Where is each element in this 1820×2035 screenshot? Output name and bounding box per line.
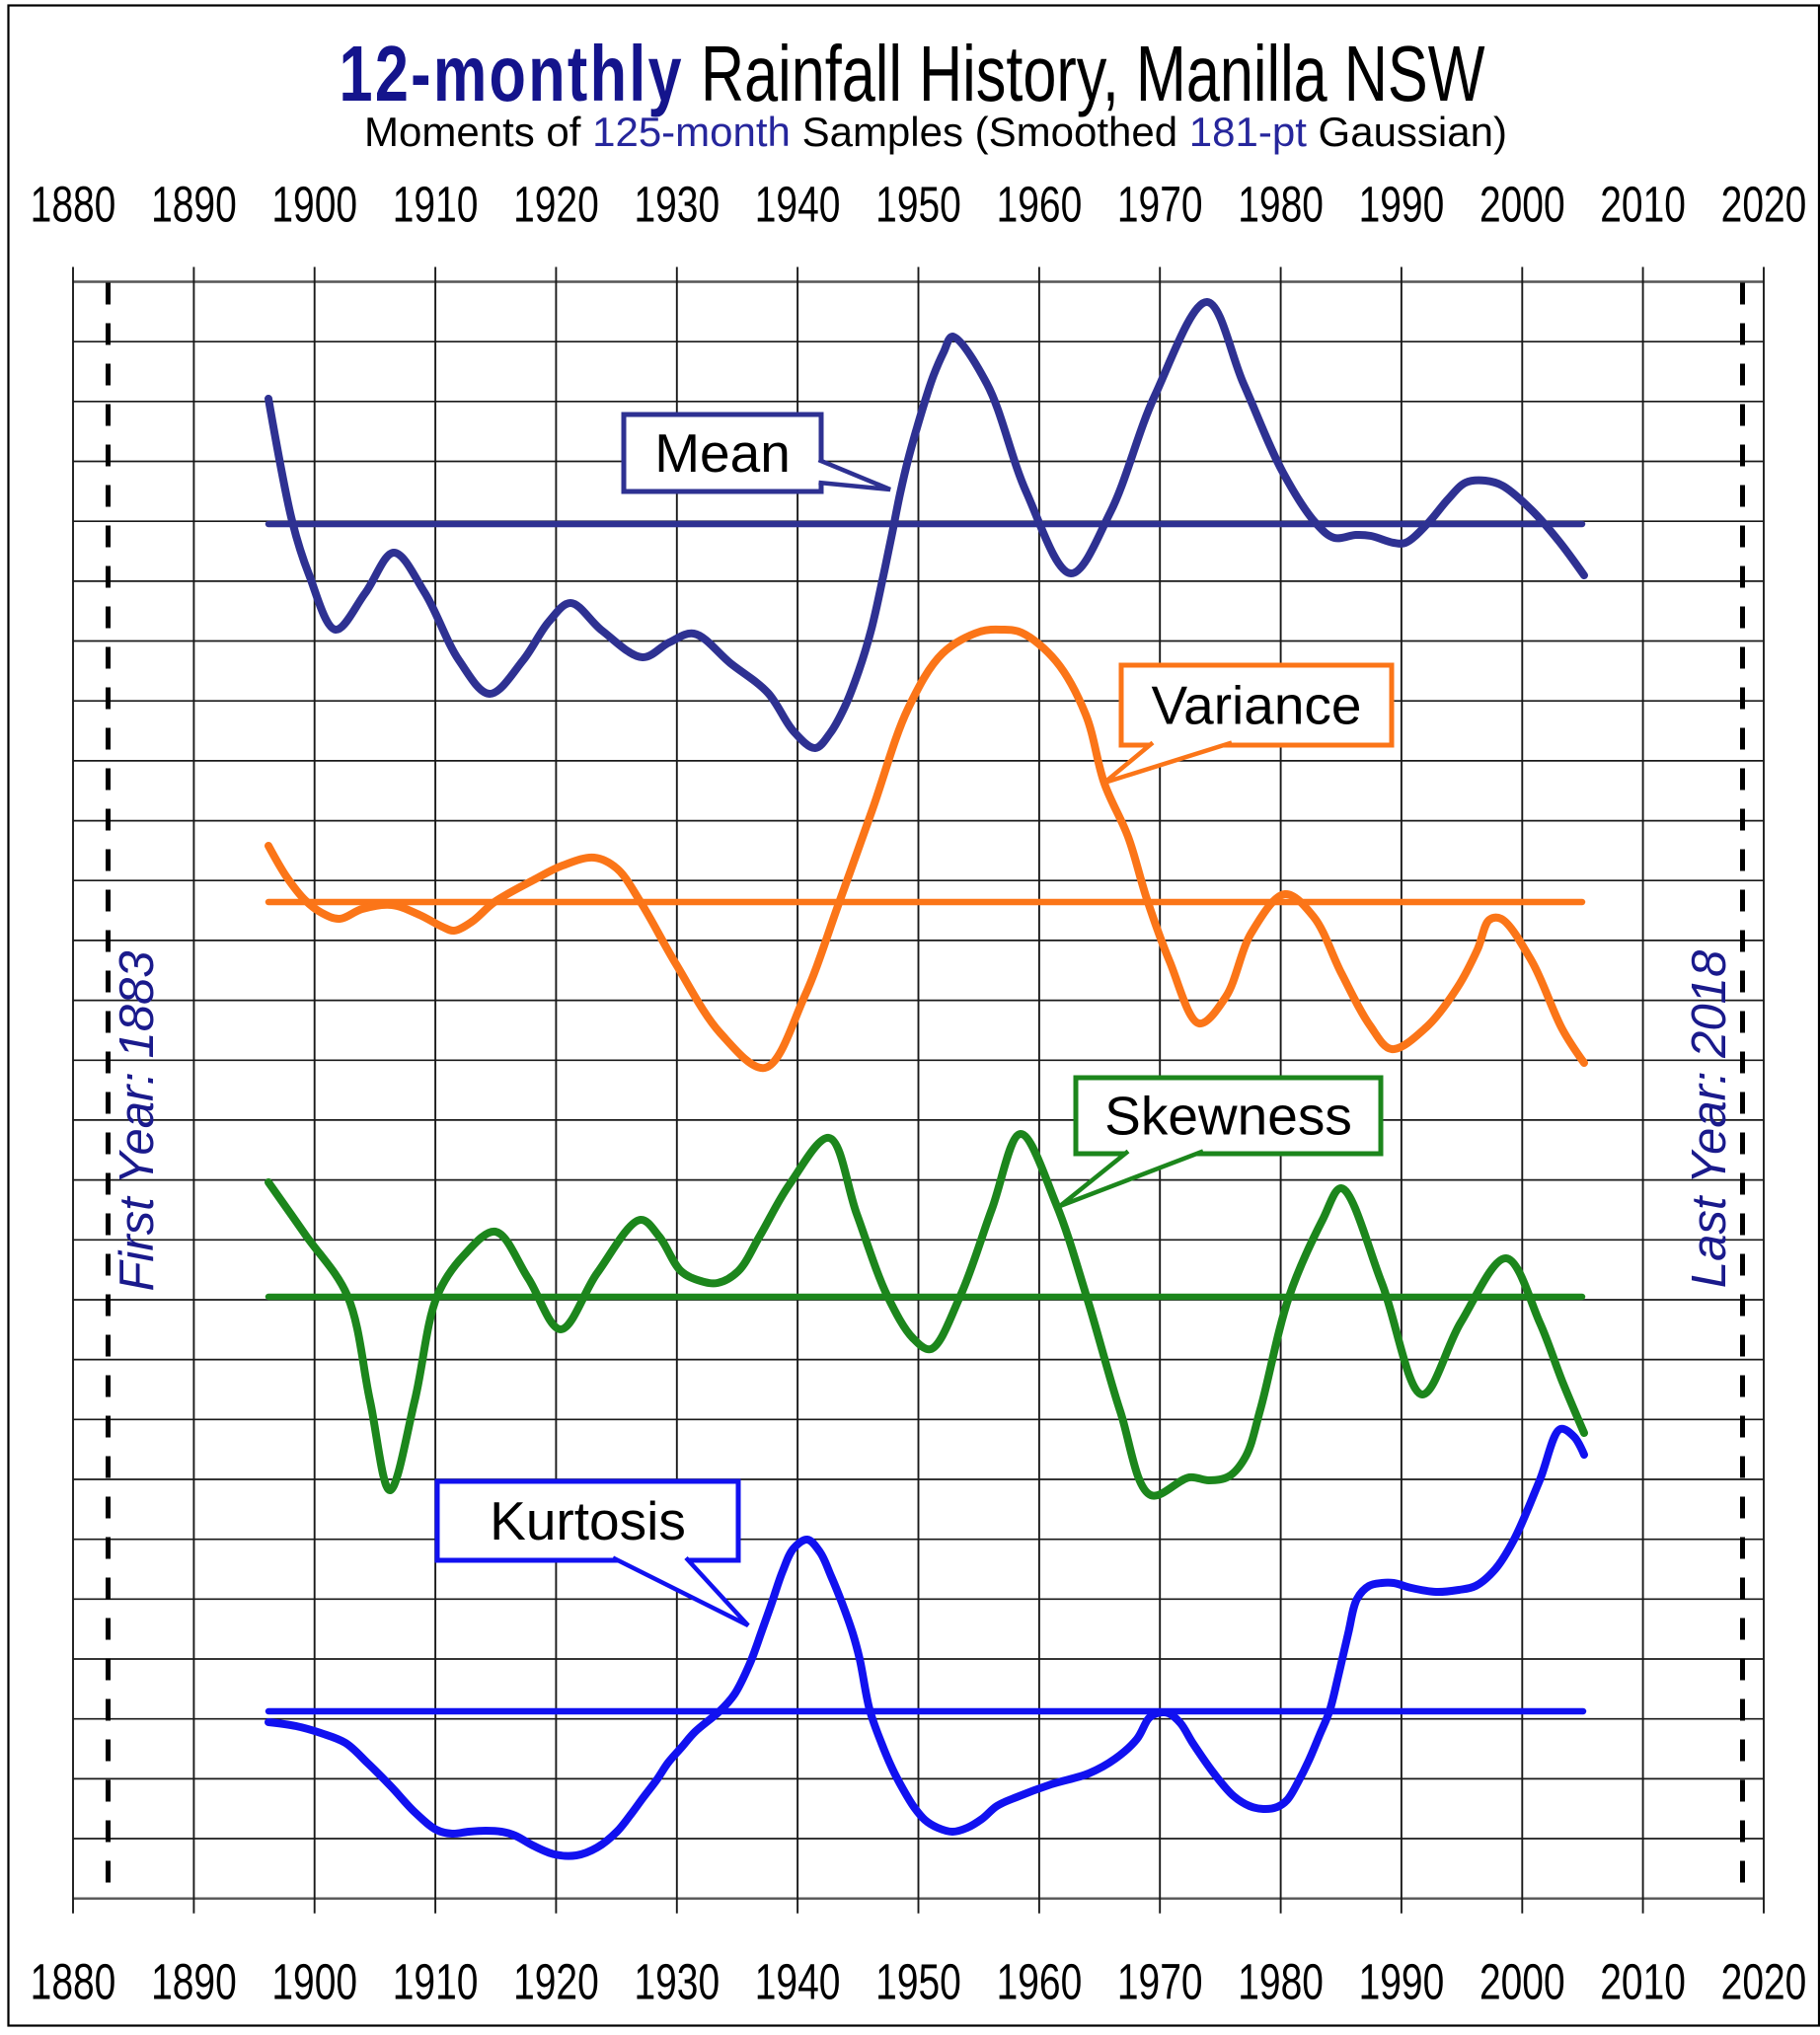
svg-text:First Year: 1883: First Year: 1883 [111,950,164,1291]
svg-text:1940: 1940 [755,176,841,232]
svg-text:1920: 1920 [513,1953,599,2009]
svg-text:2010: 2010 [1600,1953,1686,2009]
svg-text:1950: 1950 [875,176,961,232]
svg-text:Mean: Mean [654,422,791,484]
svg-text:1890: 1890 [151,1953,237,2009]
svg-text:1970: 1970 [1117,176,1203,232]
svg-text:Kurtosis: Kurtosis [490,1490,686,1551]
svg-text:1980: 1980 [1238,1953,1324,2009]
svg-text:Variance: Variance [1152,675,1362,736]
svg-text:2000: 2000 [1479,1953,1565,2009]
svg-text:1960: 1960 [997,1953,1083,2009]
svg-text:12-monthly Rainfall History, M: 12-monthly Rainfall History, Manilla NSW [340,31,1485,118]
svg-text:1910: 1910 [393,176,479,232]
svg-text:2020: 2020 [1721,176,1807,232]
svg-text:1890: 1890 [151,176,237,232]
svg-text:1950: 1950 [875,1953,961,2009]
svg-text:1920: 1920 [513,176,599,232]
svg-text:1980: 1980 [1238,176,1324,232]
svg-text:1990: 1990 [1359,1953,1445,2009]
svg-text:1930: 1930 [634,176,720,232]
svg-text:2000: 2000 [1479,176,1565,232]
svg-text:1900: 1900 [271,176,357,232]
svg-text:1880: 1880 [31,176,116,232]
svg-text:Skewness: Skewness [1104,1086,1352,1147]
svg-text:1880: 1880 [31,1953,116,2009]
svg-text:Moments of 125-month Samples (: Moments of 125-month Samples (Smoothed 1… [364,109,1507,155]
svg-text:Last Year: 2018: Last Year: 2018 [1683,950,1736,1288]
svg-text:1940: 1940 [755,1953,841,2009]
svg-text:1970: 1970 [1117,1953,1203,2009]
svg-text:1960: 1960 [997,176,1083,232]
svg-text:2010: 2010 [1600,176,1686,232]
svg-text:1930: 1930 [634,1953,720,2009]
svg-text:1910: 1910 [393,1953,479,2009]
svg-text:2020: 2020 [1721,1953,1807,2009]
svg-text:1900: 1900 [271,1953,357,2009]
svg-text:1990: 1990 [1359,176,1445,232]
